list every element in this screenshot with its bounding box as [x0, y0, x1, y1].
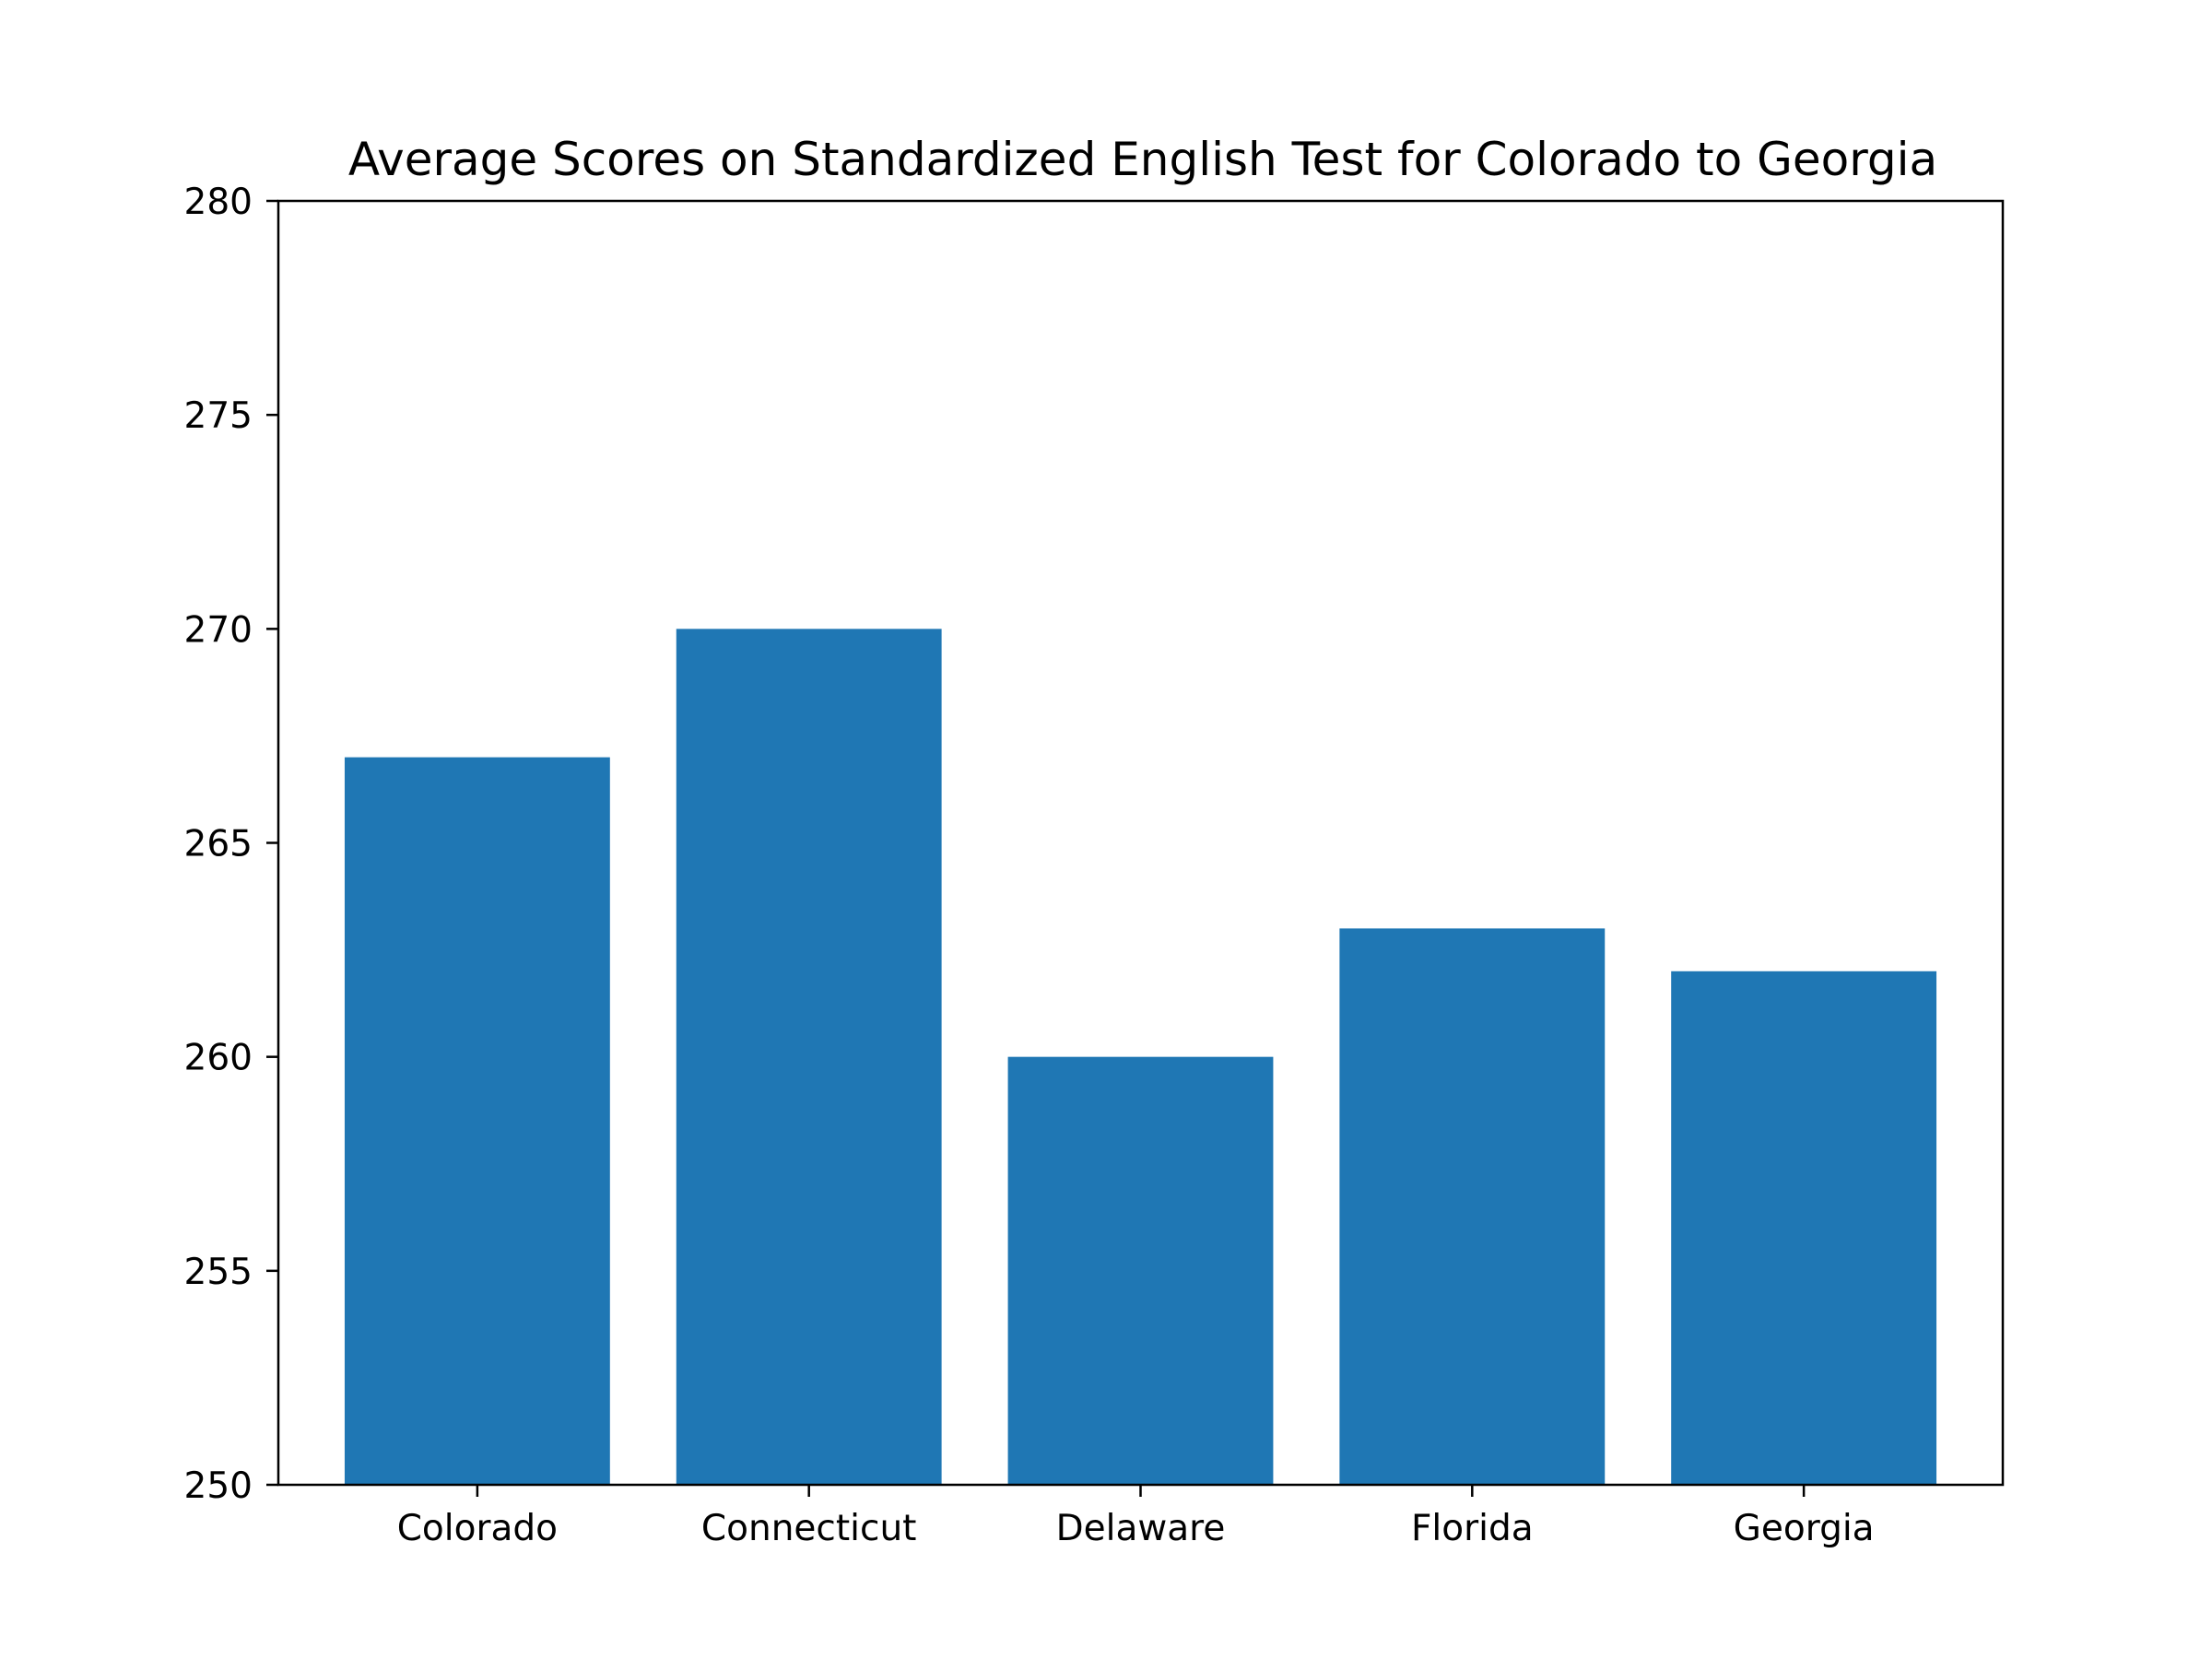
- y-tick-label: 270: [184, 609, 253, 651]
- bar-florida: [1339, 928, 1606, 1485]
- y-tick-label: 280: [184, 182, 253, 223]
- bar-colorado: [344, 757, 610, 1485]
- y-axis: 250 255 260 265 270 275 280: [184, 182, 278, 1507]
- x-tick-label: Georgia: [1734, 1508, 1875, 1549]
- x-axis: Colorado Connecticut Delaware Florida Georgi…: [397, 1485, 1875, 1549]
- x-tick-label: Delaware: [1056, 1508, 1226, 1549]
- x-tick-label: Connecticut: [701, 1508, 917, 1549]
- chart-title: Average Scores on Standardized English T…: [348, 133, 1937, 186]
- plot-frame: [276, 199, 2005, 1487]
- y-tick-label: 260: [184, 1038, 253, 1079]
- x-tick-label: Colorado: [397, 1508, 558, 1549]
- x-tick-label: Florida: [1411, 1508, 1534, 1549]
- bar-connecticut: [676, 629, 942, 1485]
- bar-delaware: [1007, 1056, 1274, 1485]
- y-tick-label: 265: [184, 824, 253, 865]
- y-tick-label: 255: [184, 1252, 253, 1293]
- y-tick-label: 275: [184, 395, 253, 437]
- bars-group: [344, 629, 1937, 1485]
- y-tick-label: 250: [184, 1465, 253, 1507]
- bar-georgia: [1671, 971, 1937, 1485]
